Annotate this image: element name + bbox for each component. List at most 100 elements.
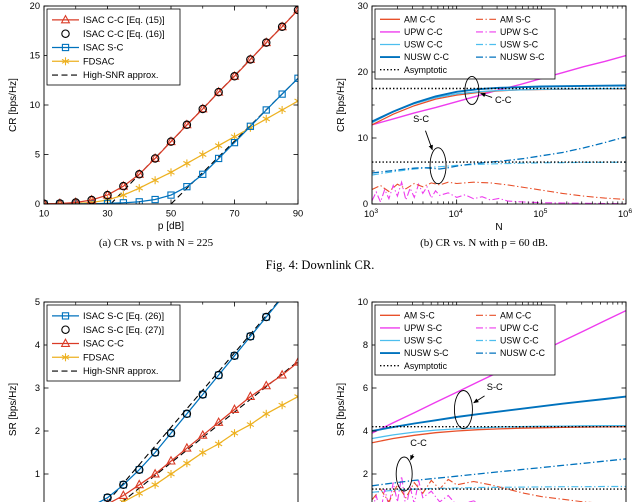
svg-text:10: 10	[358, 133, 368, 143]
svg-text:SR [bps/Hz]: SR [bps/Hz]	[8, 383, 19, 437]
svg-text:UPW S-C: UPW S-C	[500, 27, 539, 37]
series-upw-s-c	[372, 180, 626, 204]
svg-text:6: 6	[363, 383, 368, 393]
svg-text:4: 4	[363, 426, 368, 436]
svg-text:S-C: S-C	[413, 114, 429, 124]
svg-text:USW S-C: USW S-C	[404, 336, 443, 346]
series-high-snr-approx-	[107, 302, 279, 502]
series-hsnr-cc	[121, 360, 298, 502]
svg-text:p [dB]: p [dB]	[158, 221, 184, 232]
series-nusw-c-c	[372, 458, 626, 487]
plot-series	[98, 302, 298, 502]
axes: 1031041051060246810SR [bps/Hz]	[336, 297, 627, 479]
annotation-c-c: C-C	[395, 438, 427, 492]
svg-text:ISAC S-C [Eq. (26)]: ISAC S-C [Eq. (26)]	[83, 311, 164, 321]
svg-text:3: 3	[35, 383, 40, 393]
svg-text:30: 30	[102, 209, 112, 219]
series-upw-c-c	[372, 54, 626, 126]
svg-text:AM C-C: AM C-C	[404, 14, 436, 24]
series-usw-s-c	[372, 161, 626, 176]
svg-text:15: 15	[30, 51, 40, 61]
subcaption-a: (a) CR vs. p with N = 225	[98, 237, 214, 249]
svg-text:Asymptotic: Asymptotic	[404, 361, 448, 371]
svg-text:2: 2	[363, 469, 368, 479]
svg-text:NUSW S-C: NUSW S-C	[404, 348, 449, 358]
svg-text:CR [bps/Hz]: CR [bps/Hz]	[8, 78, 19, 132]
legend: AM S-C UPW S-C USW S-C NUSW S-C Asymptotic AM…	[374, 304, 556, 376]
svg-text:106: 106	[618, 208, 632, 219]
chart-cr-vs-n: 103 104 105 106 0 10 20 30 N CR [bps/Hz] AM C-C UPW…	[334, 0, 634, 232]
series-fdsac	[119, 392, 298, 502]
svg-text:20: 20	[30, 1, 40, 11]
series-nusw-s-c	[372, 395, 626, 432]
svg-text:10: 10	[30, 100, 40, 110]
chart-sr-vs-n: 1031041051060246810SR [bps/Hz]AM S-CUPW …	[334, 288, 634, 502]
svg-text:ISAC C-C: ISAC C-C	[83, 339, 124, 349]
svg-text:FDSAC: FDSAC	[83, 56, 115, 66]
svg-text:5: 5	[35, 150, 40, 160]
legend: ISAC C-C [Eq. (15)] ISAC C-C [Eq. (16)] IS…	[46, 8, 181, 86]
annotation-c-c: C-C	[464, 76, 512, 105]
series-isac-c-c-eq-16-	[44, 6, 298, 204]
svg-text:AM S-C: AM S-C	[500, 14, 531, 24]
series-am-s-c	[372, 426, 626, 444]
chart-sr-vs-p: 1030507090012345SR [bps/Hz]ISAC S-C [Eq.…	[6, 288, 306, 502]
svg-text:50: 50	[166, 209, 176, 219]
svg-text:UPW C-C: UPW C-C	[500, 323, 539, 333]
svg-text:NUSW C-C: NUSW C-C	[500, 348, 546, 358]
svg-text:High-SNR approx.: High-SNR approx.	[83, 366, 158, 376]
svg-text:ISAC C-C [Eq. (16)]: ISAC C-C [Eq. (16)]	[83, 29, 165, 39]
svg-text:10: 10	[39, 209, 49, 219]
series-isac-s-c-eq-27-	[103, 312, 271, 502]
svg-text:ISAC S-C: ISAC S-C	[83, 43, 124, 53]
svg-text:N: N	[495, 222, 502, 232]
svg-text:USW C-C: USW C-C	[500, 336, 539, 346]
svg-text:UPW C-C: UPW C-C	[404, 27, 443, 37]
svg-text:105: 105	[533, 208, 547, 219]
svg-text:8: 8	[363, 340, 368, 350]
svg-text:90: 90	[293, 209, 303, 219]
series-isac-c-c	[105, 356, 298, 502]
chart-sr-vs-p-canvas: 1030507090012345SR [bps/Hz]ISAC S-C [Eq.…	[8, 297, 299, 502]
subcaption-b: (b) CR vs. N with p = 60 dB.	[420, 237, 548, 249]
axes: 103 104 105 106 0 10 20 30 N CR [bps/Hz]	[336, 1, 632, 232]
svg-text:103: 103	[364, 208, 378, 219]
svg-text:High-SNR approx.: High-SNR approx.	[83, 70, 158, 80]
figure-caption: Fig. 4: Downlink CR.	[265, 258, 375, 272]
svg-text:0: 0	[35, 199, 40, 209]
legend: AM C-C UPW C-C USW C-C NUSW C-C Asymptotic AM…	[374, 8, 556, 80]
svg-text:S-C: S-C	[487, 382, 503, 392]
series-upw-c-c	[373, 476, 479, 502]
annotation-s-c: S-C	[413, 114, 447, 185]
svg-text:1: 1	[35, 469, 40, 479]
annotation-s-c: S-C	[453, 382, 503, 429]
series-isac-s-c-eq-26-	[98, 302, 280, 502]
chart-cr-vs-p-canvas: 10 30 50 70 90 0 5 10 15 20 p [dB] CR [bps/Hz] ISAC …	[8, 1, 303, 232]
svg-text:SR [bps/Hz]: SR [bps/Hz]	[336, 383, 347, 437]
svg-text:NUSW S-C: NUSW S-C	[500, 52, 545, 62]
svg-text:AM S-C: AM S-C	[404, 310, 435, 320]
svg-text:Asymptotic: Asymptotic	[404, 65, 448, 75]
svg-text:ISAC C-C [Eq. (15)]: ISAC C-C [Eq. (15)]	[83, 15, 165, 25]
svg-text:C-C: C-C	[410, 438, 427, 448]
svg-text:30: 30	[358, 1, 368, 11]
series-am-s-c	[372, 181, 626, 200]
svg-text:USW S-C: USW S-C	[500, 40, 539, 50]
series-isac-c-c-eq-15-	[44, 6, 298, 204]
svg-text:0: 0	[363, 199, 368, 209]
svg-text:UPW S-C: UPW S-C	[404, 323, 443, 333]
chart-cr-vs-n-canvas: 103 104 105 106 0 10 20 30 N CR [bps/Hz] AM C-C UPW…	[336, 1, 632, 232]
svg-text:USW C-C: USW C-C	[404, 40, 443, 50]
series-nusw-s-c	[372, 136, 626, 174]
svg-text:20: 20	[358, 67, 368, 77]
series-am-c-c	[372, 478, 593, 502]
chart-sr-vs-n-canvas: 1031041051060246810SR [bps/Hz]AM S-CUPW …	[336, 297, 627, 502]
svg-text:CR [bps/Hz]: CR [bps/Hz]	[336, 78, 347, 132]
svg-text:FDSAC: FDSAC	[83, 352, 115, 362]
legend: ISAC S-C [Eq. (26)] ISAC S-C [Eq. (27)] IS…	[46, 304, 181, 382]
axes: 10 30 50 70 90 0 5 10 15 20 p [dB] CR [bps/Hz]	[8, 1, 303, 232]
svg-text:C-C: C-C	[495, 95, 512, 105]
plot-series	[372, 54, 626, 204]
svg-text:104: 104	[449, 208, 463, 219]
